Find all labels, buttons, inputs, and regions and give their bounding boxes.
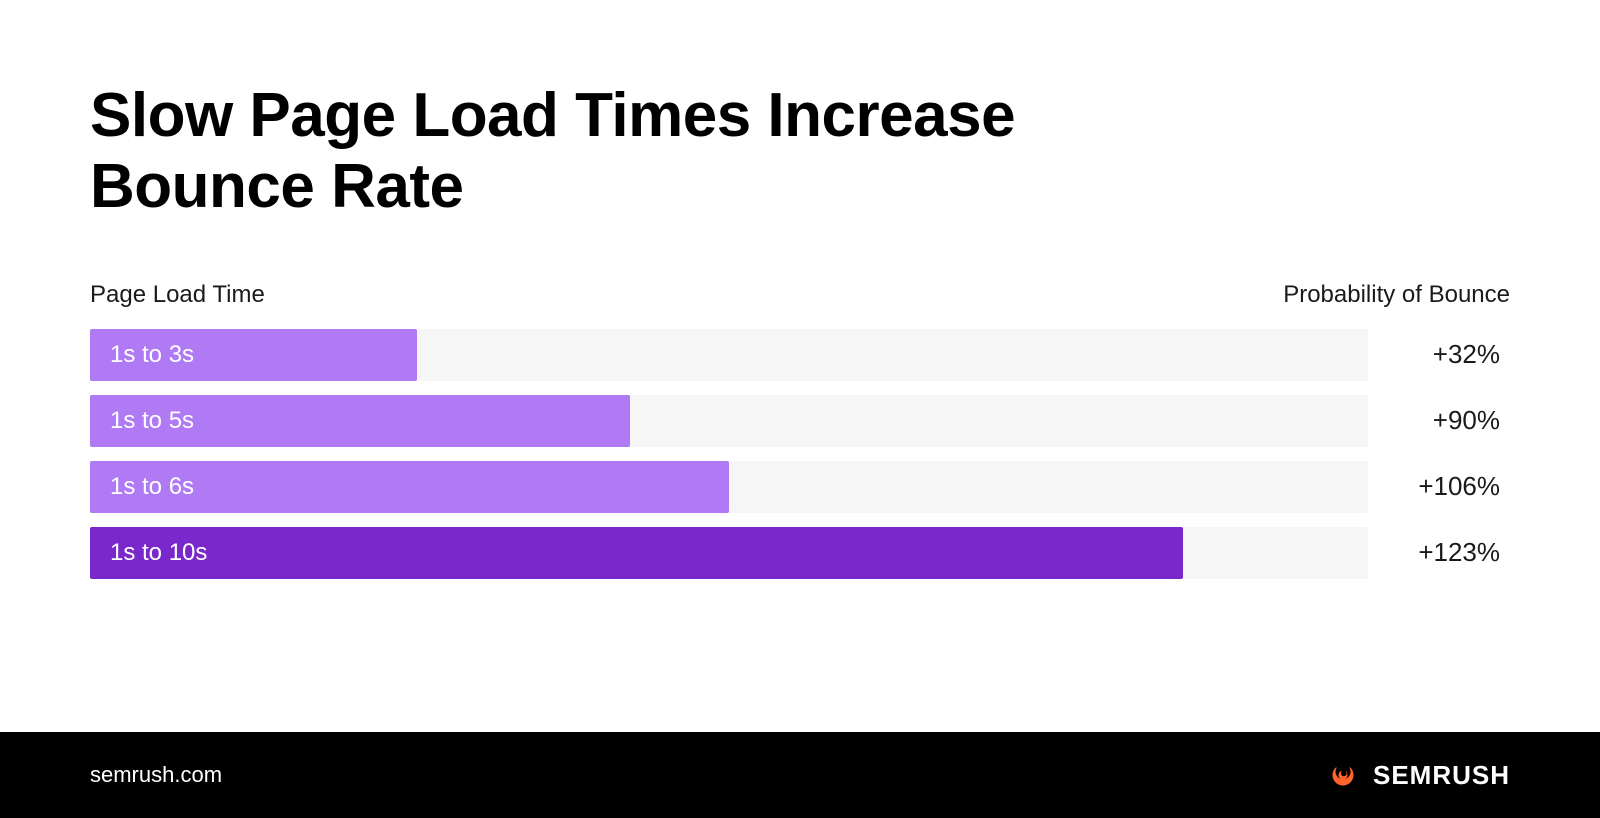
footer-site-label: semrush.com (90, 762, 222, 788)
brand-name-label: SEMRUSH (1373, 760, 1510, 791)
bar-fill: 1s to 3s (90, 329, 417, 381)
bar-value: +123% (1418, 537, 1500, 568)
bar-fill: 1s to 6s (90, 461, 729, 513)
left-axis-label: Page Load Time (90, 281, 265, 309)
bar-row: 1s to 3s +32% (90, 329, 1510, 381)
bar-value: +90% (1433, 405, 1500, 436)
bar-row: 1s to 10s +123% (90, 527, 1510, 579)
right-axis-label: Probability of Bounce (1283, 281, 1510, 309)
bar-label: 1s to 3s (90, 341, 194, 369)
bar-row: 1s to 6s +106% (90, 461, 1510, 513)
bar-value: +32% (1433, 339, 1500, 370)
bar-value: +106% (1418, 471, 1500, 502)
bar-label: 1s to 6s (90, 473, 194, 501)
chart-headers: Page Load Time Probability of Bounce (90, 281, 1510, 309)
bar-label: 1s to 10s (90, 539, 207, 567)
brand-lockup: SEMRUSH (1325, 757, 1510, 793)
bar-label: 1s to 5s (90, 407, 194, 435)
semrush-flame-icon (1325, 757, 1361, 793)
bar-fill: 1s to 5s (90, 395, 630, 447)
bar-fill: 1s to 10s (90, 527, 1183, 579)
footer-bar: semrush.com SEMRUSH (0, 732, 1600, 818)
bar-list: 1s to 3s+32%1s to 5s+90%1s to 6s+106%1s … (90, 329, 1510, 579)
bar-row: 1s to 5s +90% (90, 395, 1510, 447)
chart-card: Slow Page Load Times Increase Bounce Rat… (0, 0, 1600, 732)
chart-title: Slow Page Load Times Increase Bounce Rat… (90, 80, 1190, 223)
